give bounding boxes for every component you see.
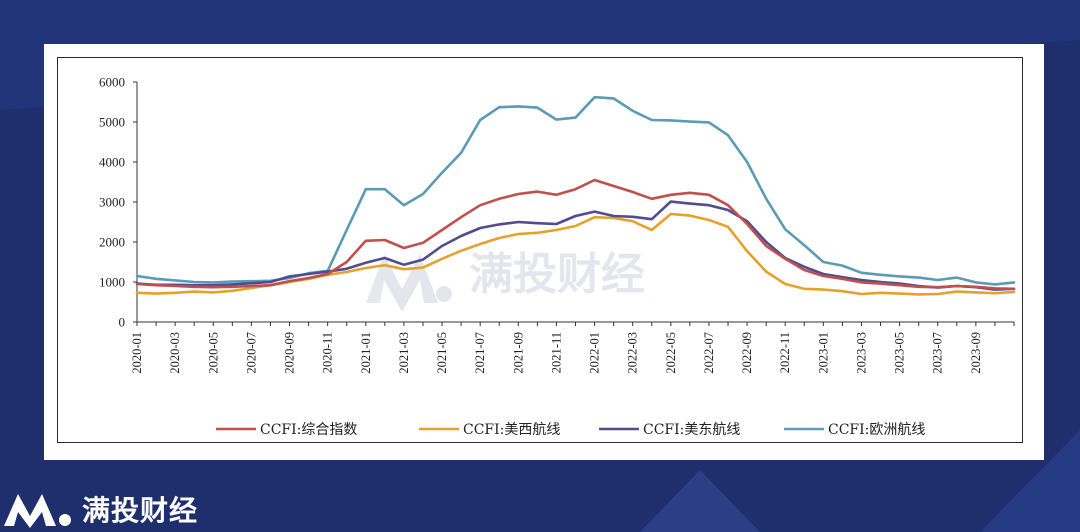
y-tick-label: 5000 — [99, 115, 125, 130]
x-tick-label: 2022-01 — [588, 332, 602, 374]
watermark: 满投财经 — [366, 249, 645, 312]
x-tick-label: 2022-11 — [778, 332, 792, 373]
x-tick-label: 2023-09 — [969, 332, 983, 374]
brand: 满投财经 — [2, 490, 198, 528]
axes: 0 1000 2000 3000 4000 5000 6000 2020-01 2020-03 2… — [99, 75, 1015, 374]
legend-label-1: CCFI:美西航线 — [463, 422, 560, 438]
x-tick-label: 2022-05 — [664, 332, 678, 374]
x-tick-label: 2021-01 — [359, 332, 373, 374]
x-tick-label: 2022-09 — [740, 332, 754, 374]
legend: CCFI:综合指数 CCFI:美西航线 CCFI:美东航线 CCFI:欧洲航线 — [216, 422, 925, 438]
watermark-text: 满投财经 — [469, 249, 645, 300]
series-layer — [135, 95, 1016, 296]
x-tick-label: 2020-05 — [206, 332, 220, 374]
legend-label-0: CCFI:综合指数 — [260, 422, 357, 438]
legend-label-3: CCFI:欧洲航线 — [828, 422, 925, 438]
y-tick-label: 3000 — [99, 195, 125, 210]
x-tick-label: 2023-05 — [893, 332, 907, 374]
legend-label-2: CCFI:美东航线 — [643, 422, 740, 438]
x-tick-label: 2021-03 — [397, 332, 411, 374]
line-chart: 满投财经 0 1000 2000 3000 4000 5000 6000 2020-01 202… — [99, 75, 1016, 438]
x-tick-label: 2022-03 — [626, 332, 640, 374]
x-tick-label: 2020-03 — [168, 332, 182, 374]
brand-name: 满投财经 — [82, 494, 199, 527]
x-tick-label: 2021-05 — [435, 332, 449, 374]
y-tick-label: 2000 — [99, 235, 125, 250]
chart-frame — [57, 57, 1023, 443]
x-tick-label: 2020-01 — [130, 332, 144, 374]
x-tick-label: 2020-11 — [321, 332, 335, 373]
x-tick-label: 2021-07 — [473, 332, 487, 374]
x-tick-label: 2021-09 — [511, 332, 525, 374]
x-tick-label: 2021-11 — [549, 332, 563, 373]
x-tick-label: 2020-07 — [244, 332, 258, 374]
brand-m-logo-icon — [4, 494, 71, 528]
x-tick-label: 2020-09 — [283, 332, 297, 374]
x-tick-label: 2022-07 — [702, 332, 716, 374]
x-tick-label: 2023-01 — [816, 332, 830, 374]
y-tick-label: 1000 — [99, 275, 125, 290]
chart-card: 满投财经 0 1000 2000 3000 4000 5000 6000 2020-01 202… — [44, 44, 1044, 460]
series-line-0 — [135, 178, 1016, 291]
y-tick-label: 4000 — [99, 155, 125, 170]
y-tick-label: 0 — [119, 315, 126, 330]
x-tick-label: 2023-03 — [854, 332, 868, 374]
y-tick-label: 6000 — [99, 75, 125, 90]
series-line-2 — [135, 200, 1016, 291]
x-tick-label: 2023-07 — [931, 332, 945, 374]
